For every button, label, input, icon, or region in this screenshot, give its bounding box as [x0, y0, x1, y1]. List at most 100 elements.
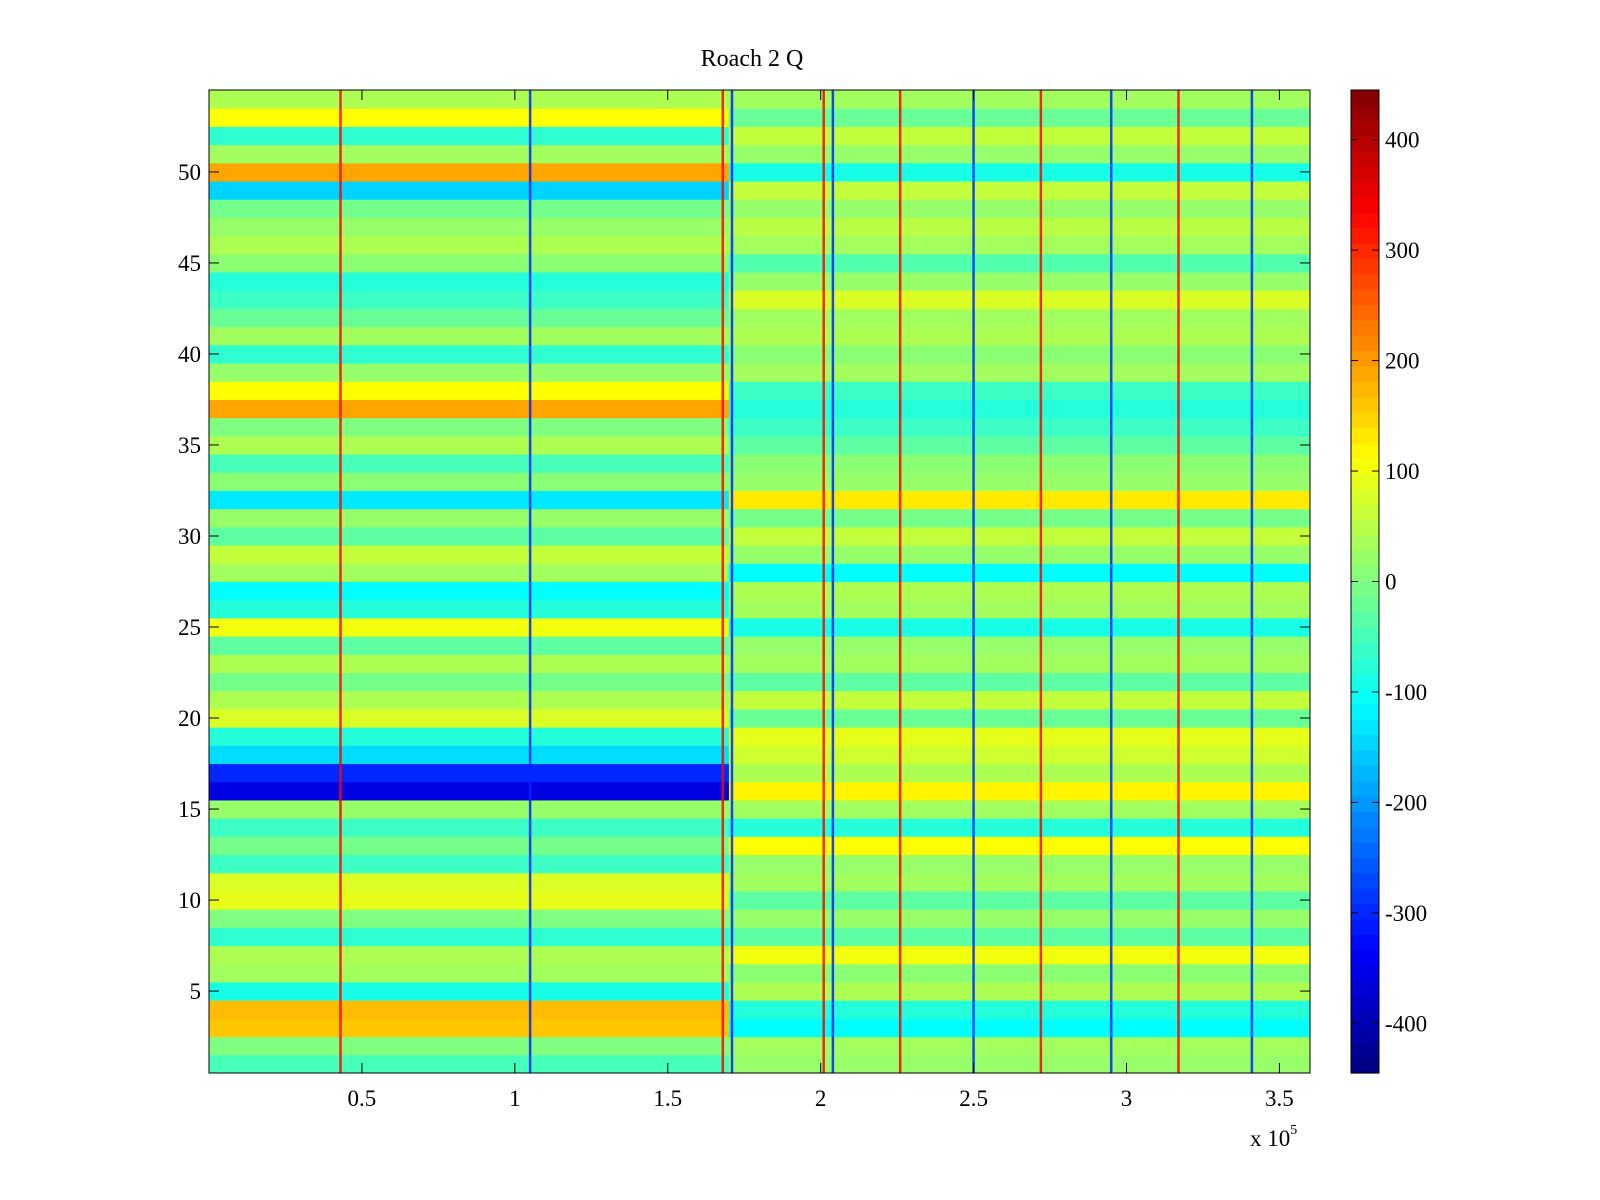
colorbar-swatch	[1351, 197, 1379, 214]
heatmap-cell	[209, 890, 730, 910]
colorbar-swatch	[1351, 520, 1379, 537]
colorbar-swatch	[1351, 335, 1379, 352]
colorbar-swatch	[1351, 381, 1379, 398]
colorbar-swatch	[1351, 274, 1379, 291]
x-tick-label: 1	[509, 1086, 521, 1111]
heatmap-cell	[209, 399, 730, 419]
heatmap-cell	[728, 90, 1311, 109]
heatmap-cell	[209, 508, 730, 528]
heatmap-cell	[209, 90, 730, 109]
y-tick-label: 20	[178, 706, 201, 731]
colorbar-swatch	[1351, 120, 1379, 137]
colorbar-swatch	[1351, 750, 1379, 767]
colorbar-swatch	[1351, 182, 1379, 199]
y-tick-label: 15	[178, 797, 201, 822]
colorbar-swatch	[1351, 673, 1379, 690]
colorbar-swatch	[1351, 305, 1379, 321]
heatmap-cell	[728, 727, 1311, 746]
colorbar-swatch	[1351, 90, 1379, 106]
heatmap-cell	[728, 1018, 1311, 1038]
heatmap-cell	[728, 108, 1311, 127]
heatmap-cell	[209, 636, 730, 655]
plot-area-frame	[208, 89, 1311, 1074]
heatmap-cell	[728, 1000, 1311, 1019]
heatmap-cell	[209, 799, 730, 819]
x-axis: 0.5 1 1.5 2 2.5 3 3.5	[348, 90, 1294, 1111]
heatmap-cell	[728, 563, 1311, 582]
heatmap-cell	[209, 545, 730, 564]
heatmap-cell	[728, 217, 1311, 237]
heatmap-cell	[728, 599, 1311, 619]
heatmap-cell	[728, 818, 1311, 837]
y-tick-label: 45	[178, 251, 201, 276]
heatmap-cell	[728, 272, 1311, 291]
colorbar-swatch	[1351, 581, 1379, 598]
heatmap-cell	[209, 599, 730, 619]
colorbar-swatch	[1351, 366, 1379, 383]
colorbar-tick-label: -200	[1385, 790, 1427, 815]
colorbar-swatch	[1351, 980, 1379, 997]
y-tick-label: 50	[178, 160, 201, 185]
colorbar-swatch	[1351, 857, 1379, 874]
heatmap-cell	[209, 381, 730, 400]
colorbar-swatch	[1351, 136, 1379, 153]
heatmap-cell	[209, 708, 730, 728]
colorbar-swatch	[1351, 627, 1379, 644]
colorbar-swatch	[1351, 166, 1379, 183]
y-tick-label: 5	[190, 979, 202, 1004]
colorbar-tick-label: -400	[1385, 1011, 1427, 1036]
heatmap-cell	[728, 344, 1311, 364]
colorbar-swatch	[1351, 842, 1379, 859]
heatmap-cell	[728, 545, 1311, 564]
y-tick-label: 40	[178, 342, 201, 367]
heatmap-cell	[209, 927, 730, 947]
colorbar-tick-label: 100	[1385, 459, 1420, 484]
colorbar-swatch	[1351, 566, 1379, 583]
heatmap-cell	[209, 181, 730, 200]
heatmap-cell	[209, 417, 730, 437]
heatmap-cell	[209, 526, 730, 546]
heatmap-cell	[728, 636, 1311, 655]
heatmap-cell	[209, 872, 730, 892]
heatmap-cell	[209, 745, 730, 765]
colorbar-swatch	[1351, 212, 1379, 229]
heatmap-cell	[209, 945, 730, 965]
colorbar-swatch	[1351, 535, 1379, 552]
heatmap-cell	[209, 290, 730, 309]
chart-title: Roach 2 Q	[701, 46, 804, 72]
heatmap-cell	[728, 126, 1311, 146]
heatmap-cell	[209, 272, 730, 291]
colorbar-tick-label: 400	[1385, 128, 1420, 153]
x-tick-label: 3	[1121, 1086, 1133, 1111]
heatmap-cell	[209, 781, 730, 801]
heatmap-cell	[209, 490, 730, 510]
colorbar-swatch	[1351, 765, 1379, 782]
heatmap-cell	[728, 654, 1311, 674]
colorbar-swatch	[1351, 658, 1379, 675]
colorbar-swatch	[1351, 965, 1379, 982]
y-tick-label: 35	[178, 433, 201, 458]
colorbar-swatch	[1351, 489, 1379, 506]
heatmap-cell	[728, 872, 1311, 892]
heatmap-cell	[209, 727, 730, 746]
heatmap-cell	[728, 435, 1311, 455]
heatmap-cell	[728, 854, 1311, 874]
heatmap-cell	[209, 1054, 730, 1074]
heatmap-cell	[728, 472, 1311, 491]
heatmap-cell	[209, 472, 730, 491]
colorbar-swatch	[1351, 243, 1379, 260]
colorbar-swatch	[1351, 873, 1379, 890]
heatmap-cell	[209, 836, 730, 856]
colorbar-swatch	[1351, 919, 1379, 936]
heatmap-cell	[728, 526, 1311, 546]
heatmap-cell	[728, 381, 1311, 400]
heatmap-cell	[209, 435, 730, 455]
heatmap-cell	[209, 235, 730, 255]
heatmap-cell	[209, 162, 730, 182]
heatmap-cell	[728, 981, 1311, 1001]
y-tick-label: 30	[178, 524, 201, 549]
heatmap-cell	[728, 1036, 1311, 1056]
colorbar-swatch	[1351, 151, 1379, 168]
colorbar-swatch	[1351, 796, 1379, 813]
colorbar-swatch	[1351, 827, 1379, 844]
